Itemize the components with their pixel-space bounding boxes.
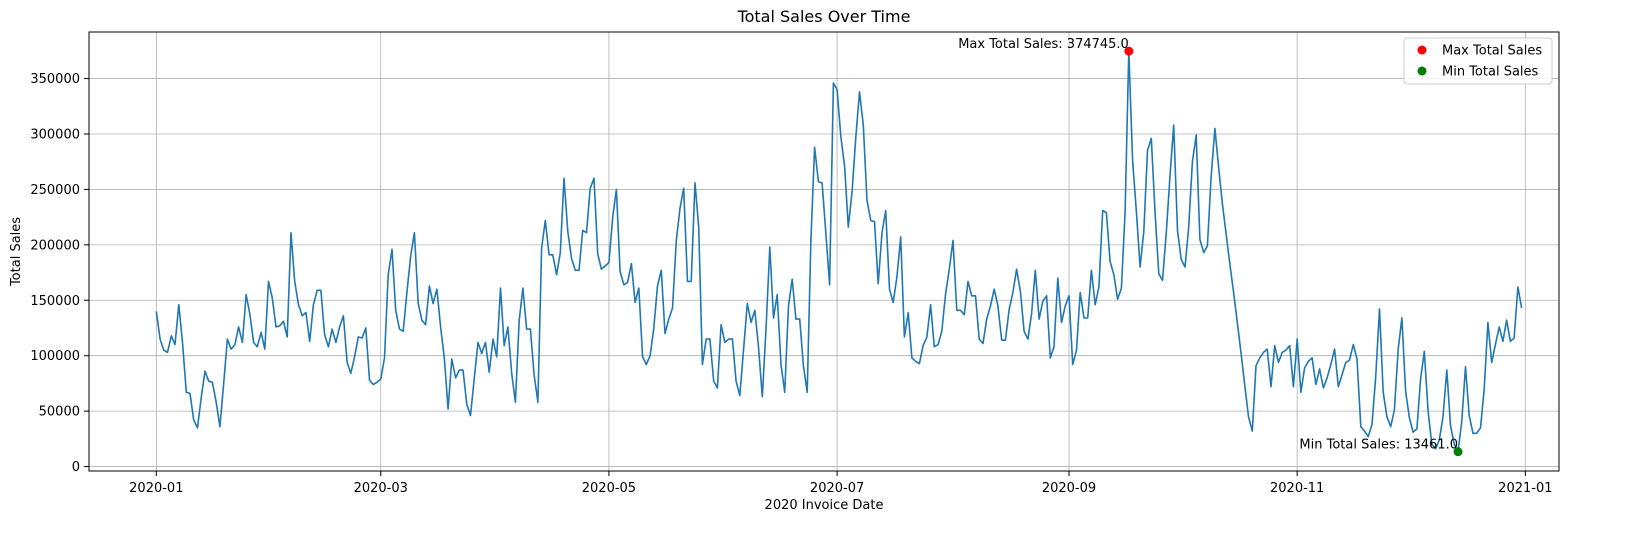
legend: Max Total Sales Min Total Sales — [1403, 37, 1553, 85]
max-sales-marker — [1124, 46, 1134, 56]
x-tick-label: 2020-07 — [810, 481, 864, 496]
y-tick-label: 250000 — [30, 183, 80, 198]
y-axis-title: Total Sales — [9, 217, 24, 287]
marker-layer — [1124, 46, 1463, 457]
y-tick-label: 350000 — [30, 72, 80, 87]
legend-box — [1403, 37, 1553, 85]
legend-label: Max Total Sales — [1442, 44, 1542, 59]
chart-title: Total Sales Over Time — [737, 7, 911, 26]
min-sales-marker — [1453, 447, 1463, 457]
y-tick-label: 300000 — [30, 127, 80, 142]
plot-frame — [88, 31, 1560, 472]
x-axis-title: 2020 Invoice Date — [765, 498, 884, 513]
max-sales-annotation: Max Total Sales: 374745.0 — [958, 37, 1129, 52]
grid-lines — [89, 32, 1559, 471]
legend-label: Min Total Sales — [1442, 65, 1539, 80]
y-tick-label: 50000 — [39, 405, 80, 420]
legend-max-marker — [1417, 45, 1427, 55]
x-tick-label: 2020-05 — [582, 481, 636, 496]
y-axis-ticks: 0 50000 100000 150000 200000 250000 300000 3500… — [30, 72, 89, 475]
y-tick-label: 200000 — [30, 238, 80, 253]
y-tick-label: 0 — [72, 460, 80, 475]
y-tick-label: 100000 — [30, 349, 80, 364]
series-layer — [155, 50, 1523, 453]
x-axis-ticks: 2020-01 2020-03 2020-05 2020-07 2020-09 2020-… — [129, 471, 1553, 496]
legend-min-marker — [1417, 66, 1427, 76]
x-tick-label: 2020-03 — [354, 481, 408, 496]
annotations: Max Total Sales: 374745.0 Min Total Sales… — [958, 37, 1458, 453]
y-tick-label: 150000 — [30, 294, 80, 309]
x-tick-label: 2020-09 — [1042, 481, 1096, 496]
x-tick-label: 2020-11 — [1270, 481, 1324, 496]
x-tick-label: 2020-01 — [129, 481, 183, 496]
total-sales-line — [155, 50, 1523, 453]
min-sales-annotation: Min Total Sales: 13461.0 — [1299, 438, 1458, 453]
x-tick-label: 2021-01 — [1498, 481, 1552, 496]
